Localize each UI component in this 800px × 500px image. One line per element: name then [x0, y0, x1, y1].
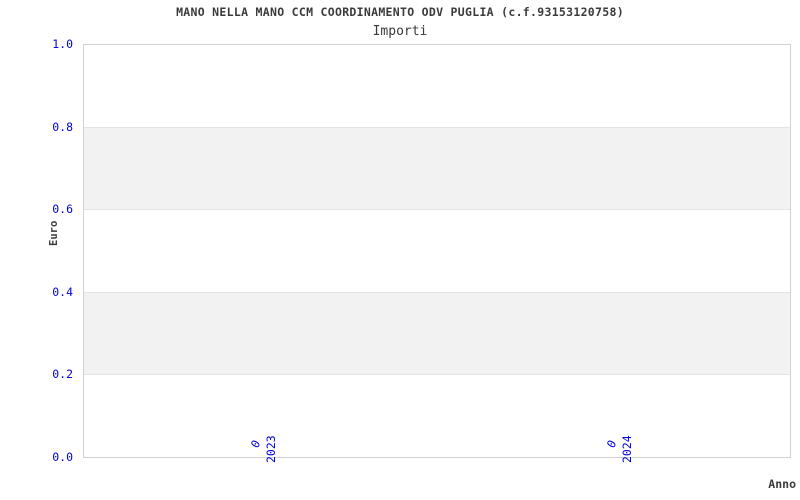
x-axis-title: Anno — [768, 477, 796, 491]
plot-border-right — [790, 44, 791, 458]
gridline-0.4 — [83, 291, 790, 293]
y-tick-label-0.6: 0.6 — [52, 202, 73, 217]
band-0.2-0.4 — [83, 291, 790, 375]
plot-area: 0 0 — [83, 44, 790, 457]
y-tick-label-1.0: 1.0 — [52, 37, 73, 51]
x-tick-label-2023: 2023 — [264, 435, 278, 463]
gridline-0.2 — [83, 374, 790, 376]
band-0.6-0.8 — [83, 126, 790, 210]
x-axis-line — [83, 457, 791, 458]
gridline-0.8 — [83, 126, 790, 128]
data-point-label-2023: 0 — [247, 437, 264, 451]
chart-title-block: MANO NELLA MANO CCM COORDINAMENTO ODV PU… — [0, 4, 800, 41]
y-tick-label-0.4: 0.4 — [52, 284, 73, 299]
y-axis-line — [83, 44, 84, 458]
chart-subtitle: Importi — [372, 24, 428, 39]
plot-border-top — [83, 44, 791, 45]
x-tick-label-2024: 2024 — [620, 435, 634, 463]
y-tick-label-0.2: 0.2 — [52, 367, 73, 382]
page-title: MANO NELLA MANO CCM COORDINAMENTO ODV PU… — [176, 5, 624, 19]
gridline-0.6 — [83, 209, 790, 211]
data-point-label-2024: 0 — [603, 437, 620, 451]
y-axis-title: Euro — [48, 220, 60, 246]
y-tick-label-0.8: 0.8 — [52, 119, 73, 134]
y-tick-label-0.0: 0.0 — [52, 450, 73, 464]
